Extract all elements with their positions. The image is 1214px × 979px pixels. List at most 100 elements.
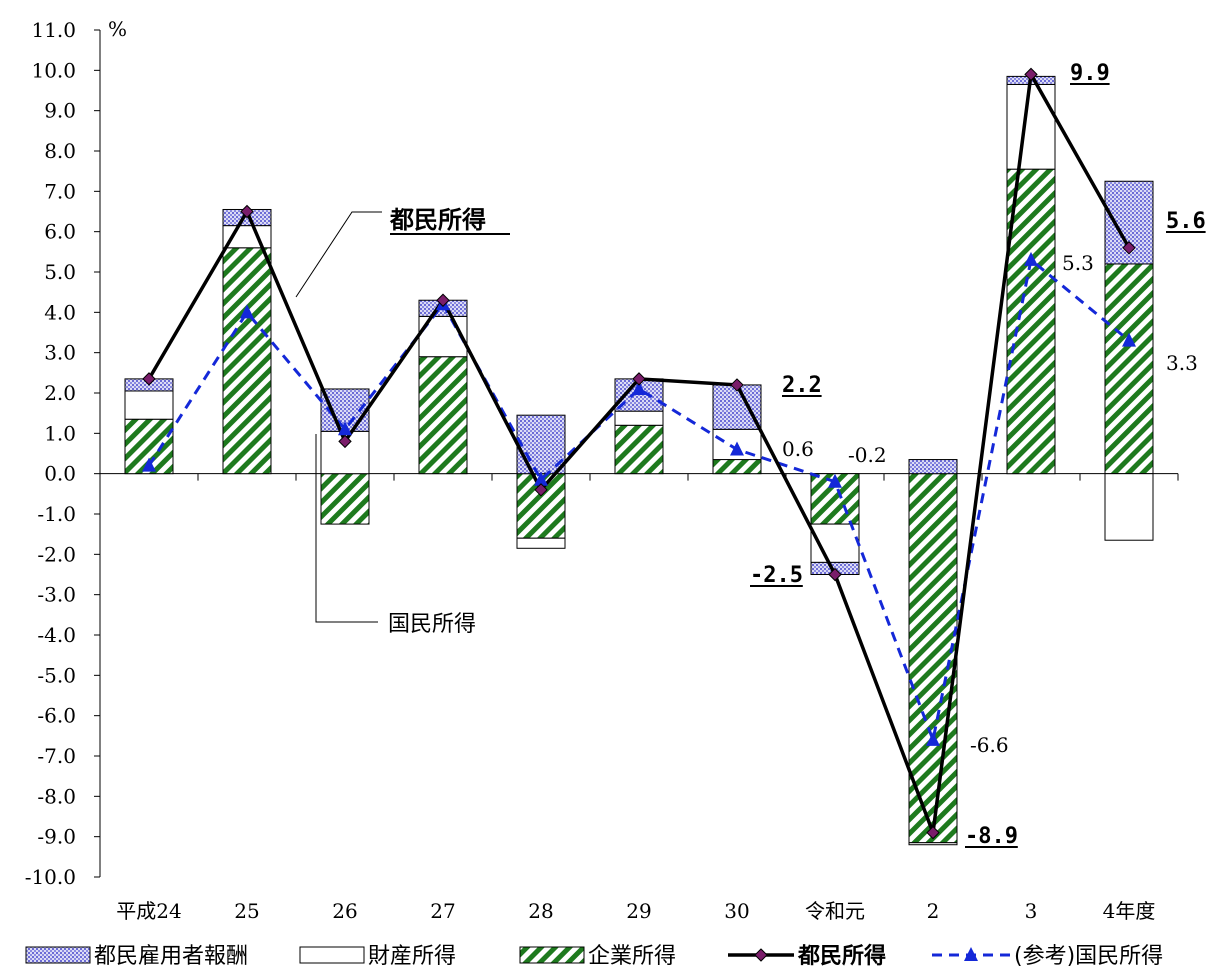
kokumin-point [730,441,744,456]
value-label-bold: -2.5 [750,563,803,588]
kokumin-point [632,380,646,395]
tomin-point [1122,241,1136,255]
y-tick-label: 8.0 [44,139,76,163]
tomin-point [730,378,744,392]
bar-segment [614,410,664,426]
kokumin-point [338,421,352,436]
bar-segment [908,459,958,475]
legend: 都民雇用者報酬 財産所得 企業所得 都民所得 (参考)国民所得 [25,943,1163,969]
bar-segment [614,424,664,475]
kokumin-point [240,304,254,319]
x-tick-label: 30 [724,899,749,923]
x-tick-label: 29 [626,899,651,923]
y-tick-label: 10.0 [31,58,76,82]
x-tick-label: 3 [1025,899,1038,923]
y-tick-label: -7.0 [37,744,76,768]
tomin-point [436,293,450,307]
value-label: 3.3 [1166,351,1198,375]
legend-swatch-green-hatch [519,946,585,964]
bar-segment [222,247,272,475]
x-tick-label: 平成24 [116,899,181,923]
legend-swatch-white [299,946,365,964]
value-label-bold: -8.9 [965,824,1018,849]
y-tick-label: -10.0 [25,865,76,889]
y-tick-label: 0.0 [44,462,76,486]
value-label: 5.3 [1062,251,1094,275]
y-unit-label: % [108,17,127,41]
y-tick-label: -8.0 [37,784,76,808]
y-tick-label: 9.0 [44,99,76,123]
x-tick-label: 27 [430,899,455,923]
annotations: 9.9 5.6 2.2 -2.5 -8.9 5.3 3.3 0.6 -0.2 -6.6 [750,61,1206,849]
tomin-point [632,372,646,386]
tomin-point [142,372,156,386]
bar-segment [320,473,370,525]
legend-label: 都民所得 [797,943,886,969]
bar-segment [908,842,958,846]
y-tick-label: 3.0 [44,341,76,365]
value-label: 0.6 [782,437,814,461]
y-tick-label: 1.0 [44,421,76,445]
kokumin-point [828,473,842,488]
x-tick-label: 令和元 [805,899,865,923]
kokumin-point [1024,251,1038,266]
bar-segment [1104,473,1154,541]
value-label: -6.6 [970,733,1009,757]
tomin-point [338,434,352,449]
legend-marker-kokumin [964,947,978,961]
kokumin-point [1122,332,1136,347]
y-tick-label: 11.0 [31,18,76,42]
x-tick-label: 4年度 [1103,899,1156,923]
x-tick-label: 2 [927,899,940,923]
bar-segment [1104,263,1154,475]
series-line-kokumin [147,257,1130,746]
bar-segment [1006,168,1056,475]
axes: 11.0 10.0 9.0 8.0 7.0 6.0 5.0 4.0 3.0 2.0 1.0 0.0 -1… [25,18,1179,923]
callout-label-tomin: 都民所得 [389,206,486,234]
bars [124,75,1154,846]
bar-segment [222,225,272,249]
y-tick-label: -4.0 [37,623,76,647]
y-tick-label: -2.0 [37,542,76,566]
tomin-point [240,204,254,219]
lines [142,67,1136,840]
callout-leader-kokumin [315,434,378,623]
x-tick-label: 25 [234,899,259,923]
legend-marker-tomin [754,948,768,962]
tomin-point [926,825,940,840]
kokumin-point [142,457,156,472]
bar-segment [1006,83,1056,170]
value-label-bold: 2.2 [782,373,822,398]
value-label-bold: 5.6 [1166,209,1206,234]
y-tick-label: 4.0 [44,300,76,324]
bar-segment [712,459,762,475]
callout-label-kokumin: 国民所得 [388,612,476,637]
bar-segment [908,473,958,844]
callout-leader-tomin [295,211,382,298]
x-tick-label: 28 [528,899,553,923]
value-label-bold: 9.9 [1070,61,1110,86]
tomin-point [534,483,548,497]
y-tick-label: -1.0 [37,502,76,526]
tomin-point [1024,67,1038,82]
y-tick-label: 2.0 [44,381,76,405]
legend-label: 財産所得 [368,944,456,969]
tomin-point [828,567,842,582]
x-tick-label: 26 [332,899,357,923]
y-tick-label: -5.0 [37,663,76,687]
y-tick-label: -6.0 [37,704,76,728]
legend-label: 企業所得 [588,944,676,969]
legend-label: (参考)国民所得 [1014,944,1163,969]
y-tick-label: -9.0 [37,825,76,849]
kokumin-point [926,731,940,746]
legend-label: 都民雇用者報酬 [94,944,248,969]
y-tick-label: -3.0 [37,583,76,607]
y-tick-label: 6.0 [44,220,76,244]
y-tick-label: 7.0 [44,179,76,203]
bar-segment [516,537,566,549]
legend-swatch-blue-dots [25,946,91,964]
bar-segment [124,390,174,420]
y-tick-label: 5.0 [44,260,76,284]
